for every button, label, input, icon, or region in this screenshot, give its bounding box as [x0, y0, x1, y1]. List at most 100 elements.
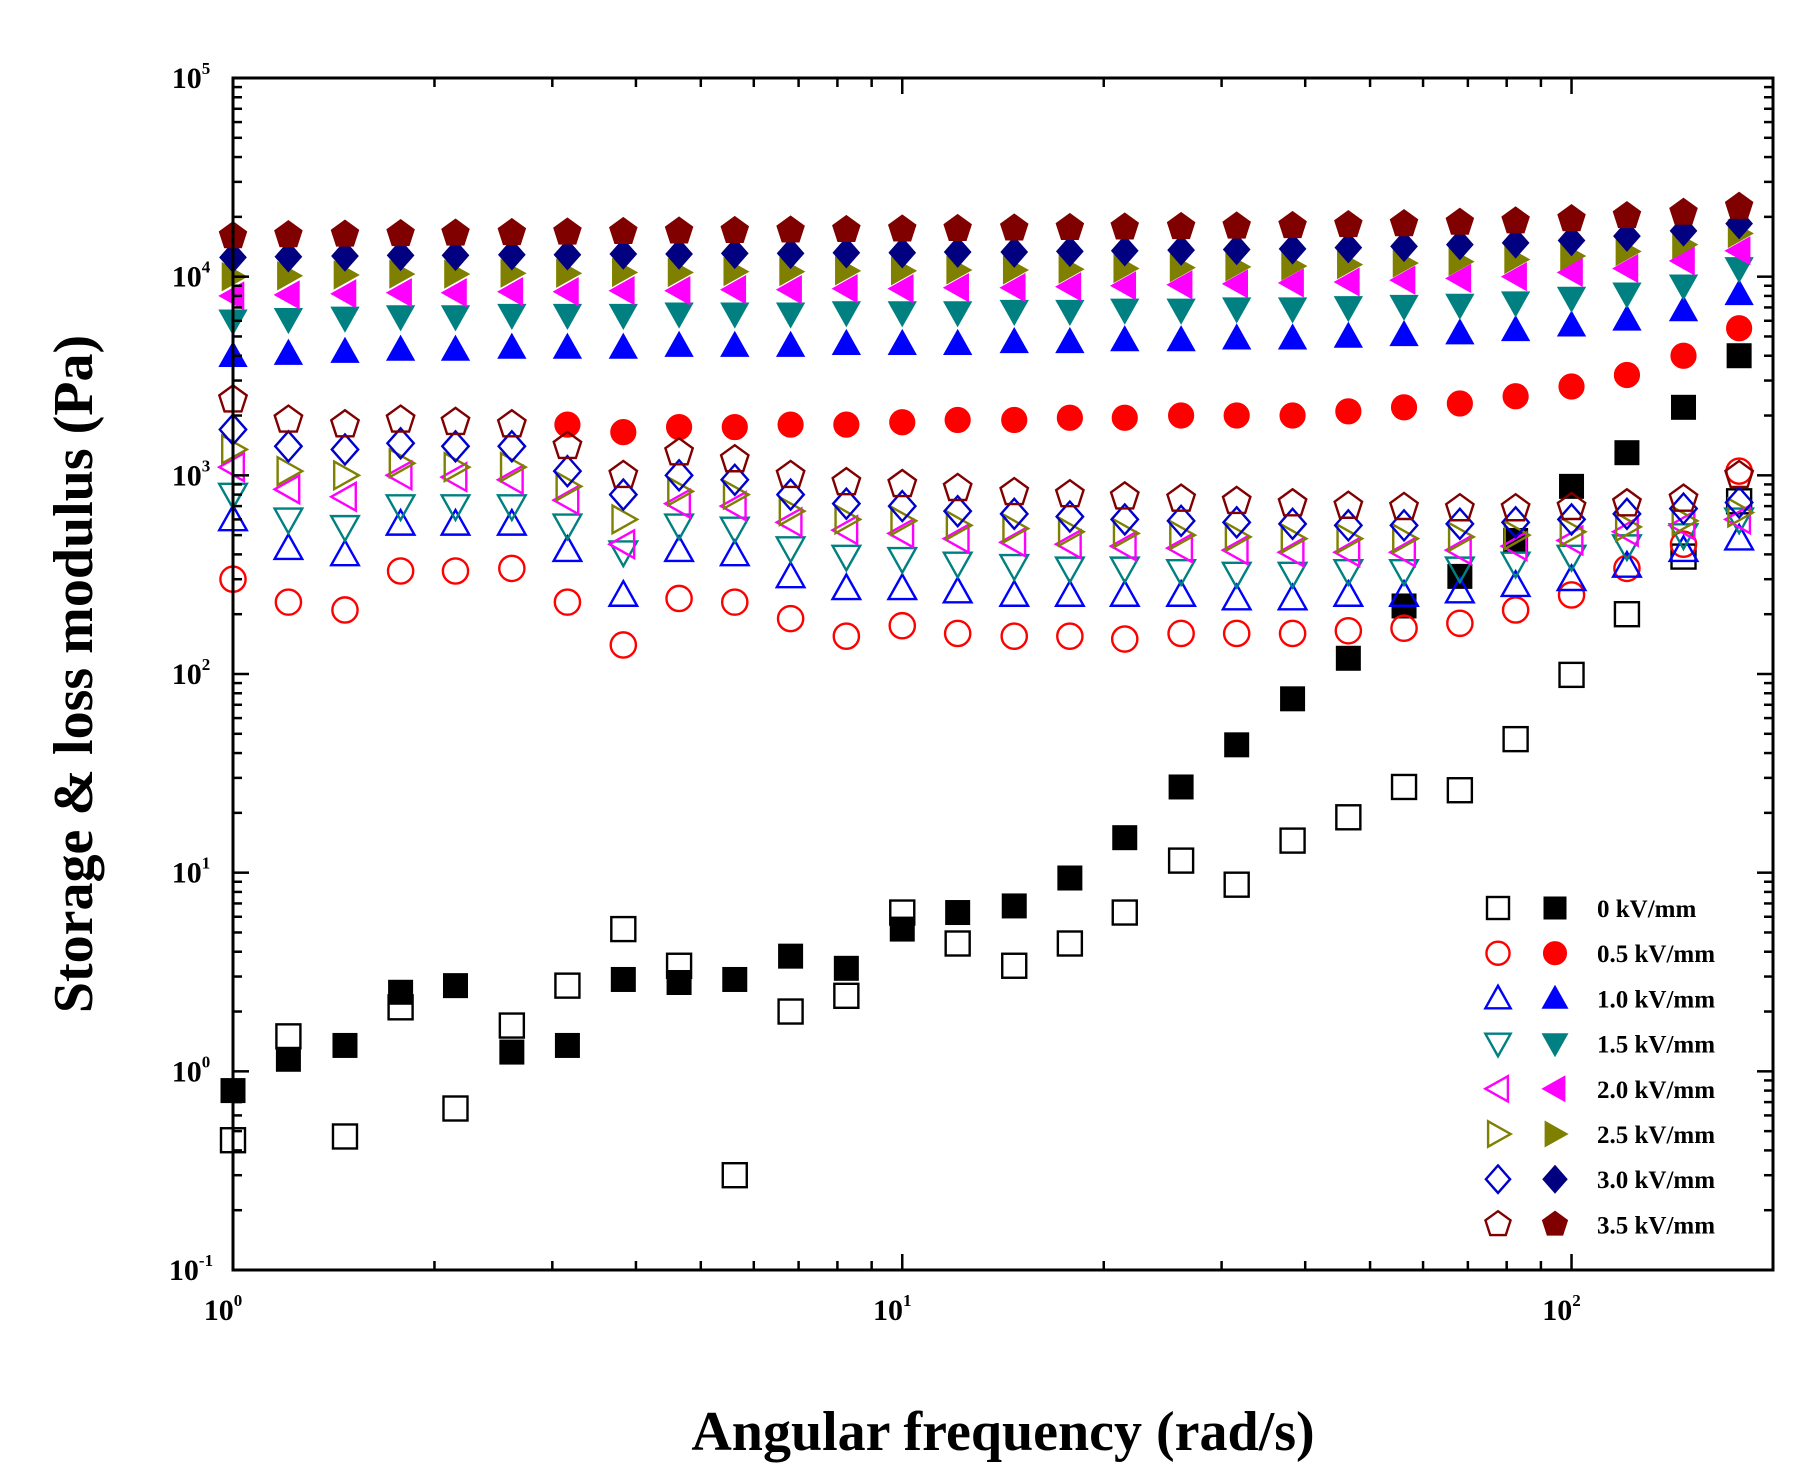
data-point: [1055, 235, 1084, 268]
data-point: [1110, 298, 1140, 325]
data-point: [441, 218, 470, 246]
data-point: [833, 955, 859, 981]
data-point: [1334, 231, 1363, 264]
data-point: [1502, 725, 1529, 753]
data-point: [1167, 619, 1195, 648]
data-point: [1222, 323, 1252, 350]
data-point: [1280, 522, 1309, 555]
data-point: [664, 302, 694, 329]
data-point: [1166, 211, 1196, 240]
data-point: [1667, 533, 1700, 563]
data-point: [1168, 402, 1195, 429]
data-point: [273, 404, 304, 433]
data-point: [1723, 507, 1755, 536]
y-tick-label: 104: [172, 258, 211, 294]
legend-entry: 1.0 kV/mm: [1483, 983, 1715, 1013]
legend-marker-filled: [1544, 1120, 1569, 1148]
data-point: [1610, 515, 1639, 548]
series-layer: [216, 191, 1756, 1189]
data-point: [1112, 825, 1138, 851]
data-point: [328, 480, 357, 513]
data-point: [388, 979, 414, 1005]
data-point: [1224, 732, 1250, 758]
data-point: [831, 301, 862, 328]
data-point: [1556, 310, 1587, 337]
data-point: [774, 506, 803, 539]
data-point: [1336, 522, 1365, 555]
data-point: [1055, 326, 1085, 354]
data-point: [833, 411, 860, 438]
data-point: [1389, 508, 1419, 543]
data-point: [608, 459, 639, 489]
data-point: [329, 538, 361, 567]
data-point: [1387, 536, 1417, 569]
data-point: [1555, 544, 1588, 573]
legend-entry: 0 kV/mm: [1485, 895, 1696, 923]
data-point: [1612, 253, 1639, 284]
data-point: [778, 495, 807, 528]
data-point: [611, 503, 640, 536]
x-tick-label: 100: [204, 1291, 243, 1327]
legend-marker-open: [1485, 940, 1511, 966]
data-point: [1556, 491, 1587, 521]
data-point: [887, 214, 917, 242]
data-point: [720, 302, 750, 329]
data-point: [1277, 323, 1308, 350]
data-point: [1277, 268, 1304, 298]
data-point: [440, 406, 471, 436]
data-point: [441, 239, 470, 272]
legend-marker-open: [1483, 983, 1513, 1010]
data-point: [499, 1039, 525, 1065]
data-point: [1727, 496, 1756, 529]
data-point: [778, 943, 804, 969]
data-point: [1390, 773, 1418, 801]
data-point: [1499, 530, 1528, 563]
data-point: [1613, 600, 1641, 628]
data-point: [888, 611, 917, 640]
data-point: [1723, 522, 1755, 551]
data-point: [551, 533, 584, 563]
series-1-0-kv-mm-open-: [217, 503, 1755, 611]
data-point: [384, 494, 417, 523]
data-point: [720, 330, 750, 357]
data-point: [552, 454, 583, 488]
data-point: [1501, 227, 1530, 259]
data-point: [1612, 200, 1642, 229]
legend-marker-filled: [1541, 1033, 1569, 1058]
data-point: [1724, 278, 1754, 306]
data-point: [1333, 296, 1363, 323]
data-point: [999, 213, 1029, 241]
data-point: [1501, 596, 1530, 624]
data-point: [776, 215, 805, 243]
data-point: [944, 406, 971, 434]
data-point: [720, 215, 750, 244]
data-point: [1167, 234, 1195, 266]
data-point: [1277, 507, 1308, 541]
legend-marker-open: [1483, 1032, 1513, 1059]
data-point: [609, 216, 638, 245]
data-point: [718, 538, 751, 567]
data-point: [890, 505, 919, 537]
data-point: [555, 470, 584, 503]
series-2-0-kv-mm-open-: [216, 451, 1752, 569]
data-point: [1054, 578, 1086, 607]
data-point: [943, 301, 973, 328]
data-point: [1502, 383, 1529, 410]
data-point: [1280, 686, 1306, 712]
data-point: [440, 305, 471, 332]
data-point: [1222, 211, 1251, 239]
data-point: [1447, 521, 1477, 553]
data-point: [272, 507, 305, 536]
legend-marker-open: [1482, 1074, 1510, 1104]
data-point: [1333, 508, 1364, 543]
data-point: [272, 473, 301, 506]
y-tick-label: 101: [172, 854, 211, 890]
data-point: [1057, 515, 1087, 548]
data-point: [553, 588, 582, 616]
data-point: [776, 604, 805, 633]
data-point: [1443, 534, 1472, 567]
data-point: [830, 514, 859, 546]
legend-marker-open: [1486, 1119, 1514, 1149]
data-point: [1670, 342, 1697, 369]
data-point: [1220, 582, 1253, 611]
